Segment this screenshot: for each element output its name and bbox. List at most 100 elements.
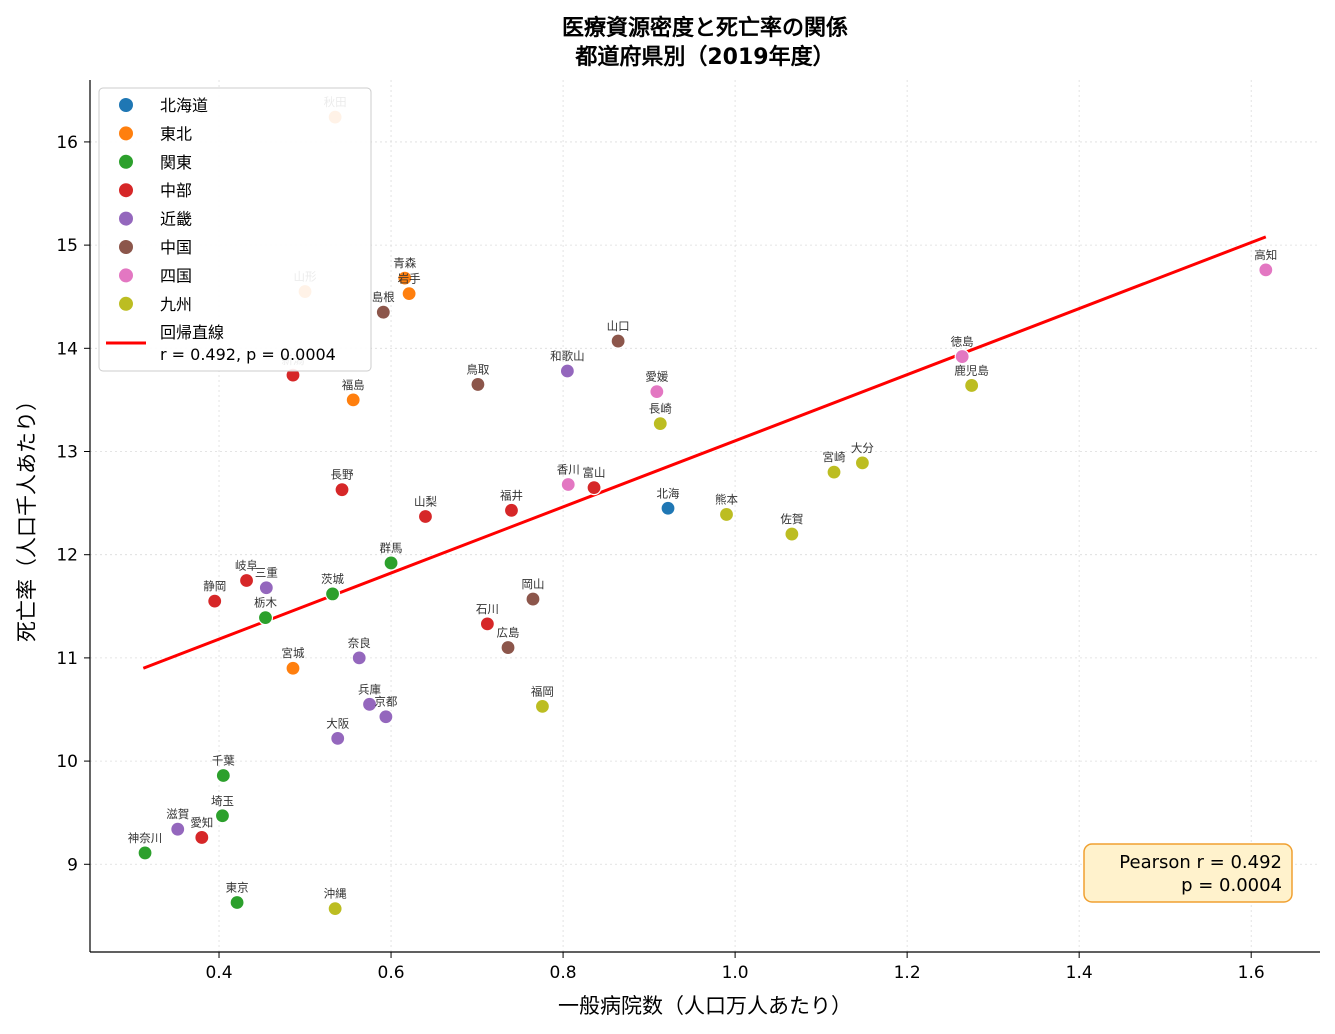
data-point: [470, 376, 486, 393]
data-point-label: 石川: [476, 602, 499, 616]
data-point: [559, 363, 575, 379]
data-point: [586, 480, 602, 496]
legend-entry-label: 中部: [160, 181, 192, 200]
legend-entry-label: 近畿: [160, 210, 192, 229]
legend-marker: [119, 296, 133, 311]
x-axis-label: 一般病院数（人口万人あたり）: [558, 994, 852, 1018]
data-point-label: 徳島: [951, 335, 974, 349]
data-point-label: 山梨: [414, 495, 437, 509]
legend-regression-label: 回帰直線: [160, 323, 224, 342]
data-point-label: 鹿児島: [954, 363, 989, 377]
data-point: [500, 639, 516, 656]
data-point: [954, 348, 970, 365]
data-point-label: 広島: [497, 626, 520, 640]
data-point-label: 愛媛: [645, 370, 668, 384]
data-point: [345, 392, 361, 408]
y-tick-label: 10: [56, 752, 78, 772]
data-point-label: 神奈川: [128, 831, 163, 845]
stats-p-value: p = 0.0004: [1181, 875, 1282, 896]
legend-marker: [119, 98, 133, 112]
data-point-label: 福井: [500, 488, 523, 502]
y-tick-label: 15: [56, 236, 78, 256]
legend-regression-stats: r = 0.492, p = 0.0004: [160, 345, 336, 364]
data-point-label: 奈良: [348, 636, 371, 650]
y-tick-label: 16: [56, 133, 78, 153]
data-point: [718, 506, 735, 523]
chart-title: 医療資源密度と死亡率の関係 都道府県別（2019年度）: [562, 15, 848, 70]
axes: 0.4 0.6 0.8 1.0 1.2 1.4 1.6 9 10 11 12 13 14 15 16: [56, 80, 1320, 983]
legend-box: [98, 87, 372, 372]
x-tick-label: 1.0: [722, 963, 749, 983]
data-point-label: 高知: [1254, 248, 1277, 262]
x-tick-label: 0.8: [550, 963, 577, 983]
data-point-label: 山口: [607, 319, 630, 333]
stats-pearson-r: Pearson r = 0.492: [1119, 852, 1282, 873]
data-point-label: 兵庫: [358, 682, 381, 696]
data-point: [194, 829, 210, 846]
data-point-label: 熊本: [715, 492, 738, 506]
data-point: [258, 580, 274, 596]
data-point-label: 宮崎: [823, 450, 846, 464]
data-point: [238, 572, 255, 589]
data-point: [229, 894, 245, 911]
data-point-label: 香川: [557, 463, 580, 477]
data-point-label: 東京: [226, 880, 249, 894]
data-point: [503, 502, 520, 518]
y-tick-label: 11: [56, 649, 78, 669]
data-point-label: 千葉: [212, 754, 235, 768]
data-point: [397, 270, 413, 286]
data-points: [137, 109, 1274, 917]
legend-entry-label: 北海道: [160, 96, 208, 115]
data-point: [784, 526, 800, 542]
x-tick-label: 1.6: [1238, 963, 1265, 983]
data-point: [649, 384, 665, 400]
x-tick-label: 1.2: [894, 963, 921, 983]
chart-title-line-1: 医療資源密度と死亡率の関係: [562, 15, 848, 41]
legend-entry-label: 東北: [160, 124, 192, 143]
data-point-label: 宮城: [281, 646, 304, 660]
data-point: [207, 593, 223, 609]
data-point: [285, 660, 301, 676]
data-point: [334, 482, 350, 498]
data-point: [610, 333, 626, 349]
grid-lines: [90, 80, 1320, 952]
data-point-label: 茨城: [321, 572, 344, 586]
legend-entry-label: 関東: [160, 153, 192, 172]
data-point-label: 滋賀: [166, 807, 189, 821]
data-point: [534, 698, 551, 714]
data-point-label: 群馬: [380, 541, 403, 555]
data-point: [330, 730, 346, 746]
data-point: [375, 304, 391, 320]
data-point-label: 長崎: [649, 402, 672, 416]
legend-marker: [119, 268, 133, 283]
data-point-label: 埼玉: [211, 794, 234, 808]
data-point-label: 鳥取: [466, 362, 489, 376]
data-point: [525, 591, 541, 607]
legend-entry-label: 中国: [160, 238, 192, 257]
data-point: [324, 586, 341, 602]
data-point: [854, 455, 871, 471]
data-point: [383, 555, 399, 571]
x-tick-label: 0.4: [205, 963, 232, 983]
data-point-label: 富山: [583, 466, 606, 480]
y-tick-label: 12: [56, 546, 78, 566]
data-point-label: 岡山: [521, 577, 544, 591]
data-point: [652, 416, 668, 432]
x-tick-label: 1.4: [1066, 963, 1093, 983]
data-point-label: 福岡: [531, 684, 554, 698]
stats-box-background: [1083, 843, 1293, 903]
legend-marker: [119, 240, 133, 254]
data-point-label: 愛知: [190, 815, 213, 829]
data-point-label: 大阪: [326, 716, 349, 730]
data-point-label: 岐阜: [235, 558, 258, 572]
data-point: [1258, 262, 1274, 278]
data-point: [170, 821, 186, 837]
data-point-label: 栃木: [254, 596, 277, 610]
y-tick-label: 13: [56, 443, 78, 463]
data-point: [417, 508, 434, 525]
data-point: [215, 767, 231, 784]
data-point: [401, 286, 417, 302]
